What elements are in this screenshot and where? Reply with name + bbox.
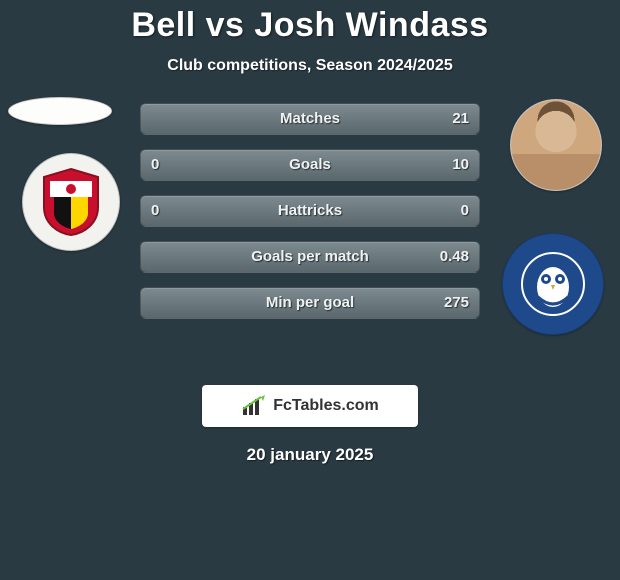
fctables-watermark: FcTables.com [202, 385, 418, 427]
snapshot-date: 20 january 2025 [0, 445, 620, 465]
comparison-content: Matches 21 0 Goals 10 0 Hattricks 0 Goal… [0, 103, 620, 383]
stat-row-min-per-goal: Min per goal 275 [140, 287, 480, 319]
stat-p2-value: 0.48 [429, 242, 469, 272]
player1-avatar [8, 97, 112, 125]
bar-chart-icon [241, 395, 267, 417]
stat-bars: Matches 21 0 Goals 10 0 Hattricks 0 Goal… [140, 103, 480, 319]
stat-row-hattricks: 0 Hattricks 0 [140, 195, 480, 227]
club-crest-icon [40, 167, 102, 237]
stat-p2-value: 275 [429, 288, 469, 318]
watermark-text: FcTables.com [273, 397, 379, 415]
owl-crest-icon [518, 249, 588, 319]
stat-row-matches: Matches 21 [140, 103, 480, 135]
stat-row-goals-per-match: Goals per match 0.48 [140, 241, 480, 273]
player2-club-badge [502, 233, 604, 335]
stat-row-goals: 0 Goals 10 [140, 149, 480, 181]
subtitle: Club competitions, Season 2024/2025 [0, 57, 620, 75]
stat-p2-value: 10 [429, 150, 469, 180]
page-title: Bell vs Josh Windass [0, 6, 620, 45]
player-photo-icon [511, 100, 601, 190]
player2-avatar [510, 99, 602, 191]
player1-club-badge [22, 153, 120, 251]
stat-p2-value: 0 [429, 196, 469, 226]
stat-p2-value: 21 [429, 104, 469, 134]
header: Bell vs Josh Windass Club competitions, … [0, 0, 620, 75]
